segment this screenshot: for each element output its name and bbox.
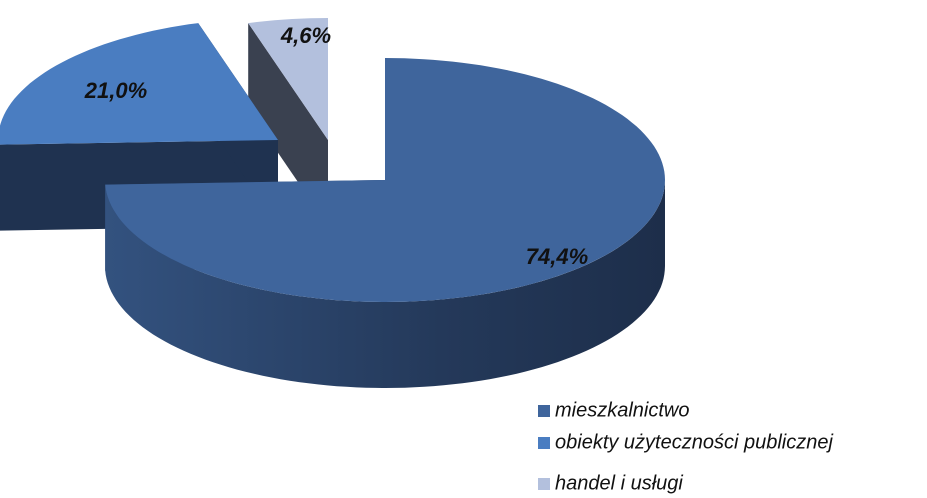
slice xyxy=(0,23,278,145)
slice-side xyxy=(105,180,665,388)
slice-face xyxy=(248,23,328,226)
data-label: 21,0% xyxy=(84,78,147,103)
legend-label: obiekty użyteczności publicznej xyxy=(555,431,833,453)
slice xyxy=(105,58,665,302)
slice xyxy=(248,18,328,140)
legend-swatch xyxy=(538,437,550,449)
data-label: 74,4% xyxy=(526,244,588,269)
data-label: 4,6% xyxy=(280,23,331,48)
legend-swatch xyxy=(538,405,550,417)
legend-swatch xyxy=(538,478,550,490)
legend-label: mieszkalnictwo xyxy=(555,399,689,421)
legend-label: handel i usługi xyxy=(555,472,683,494)
